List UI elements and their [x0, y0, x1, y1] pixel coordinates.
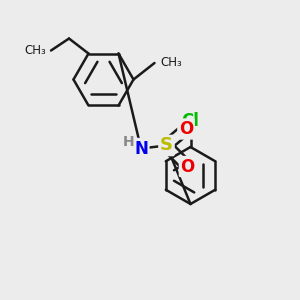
- Text: H: H: [123, 135, 134, 149]
- Text: S: S: [160, 136, 173, 154]
- Text: O: O: [180, 158, 195, 175]
- Text: CH₃: CH₃: [160, 56, 182, 70]
- Text: Cl: Cl: [182, 112, 200, 130]
- Text: O: O: [179, 120, 193, 138]
- Text: CH₃: CH₃: [25, 44, 46, 57]
- Text: N: N: [134, 140, 148, 158]
